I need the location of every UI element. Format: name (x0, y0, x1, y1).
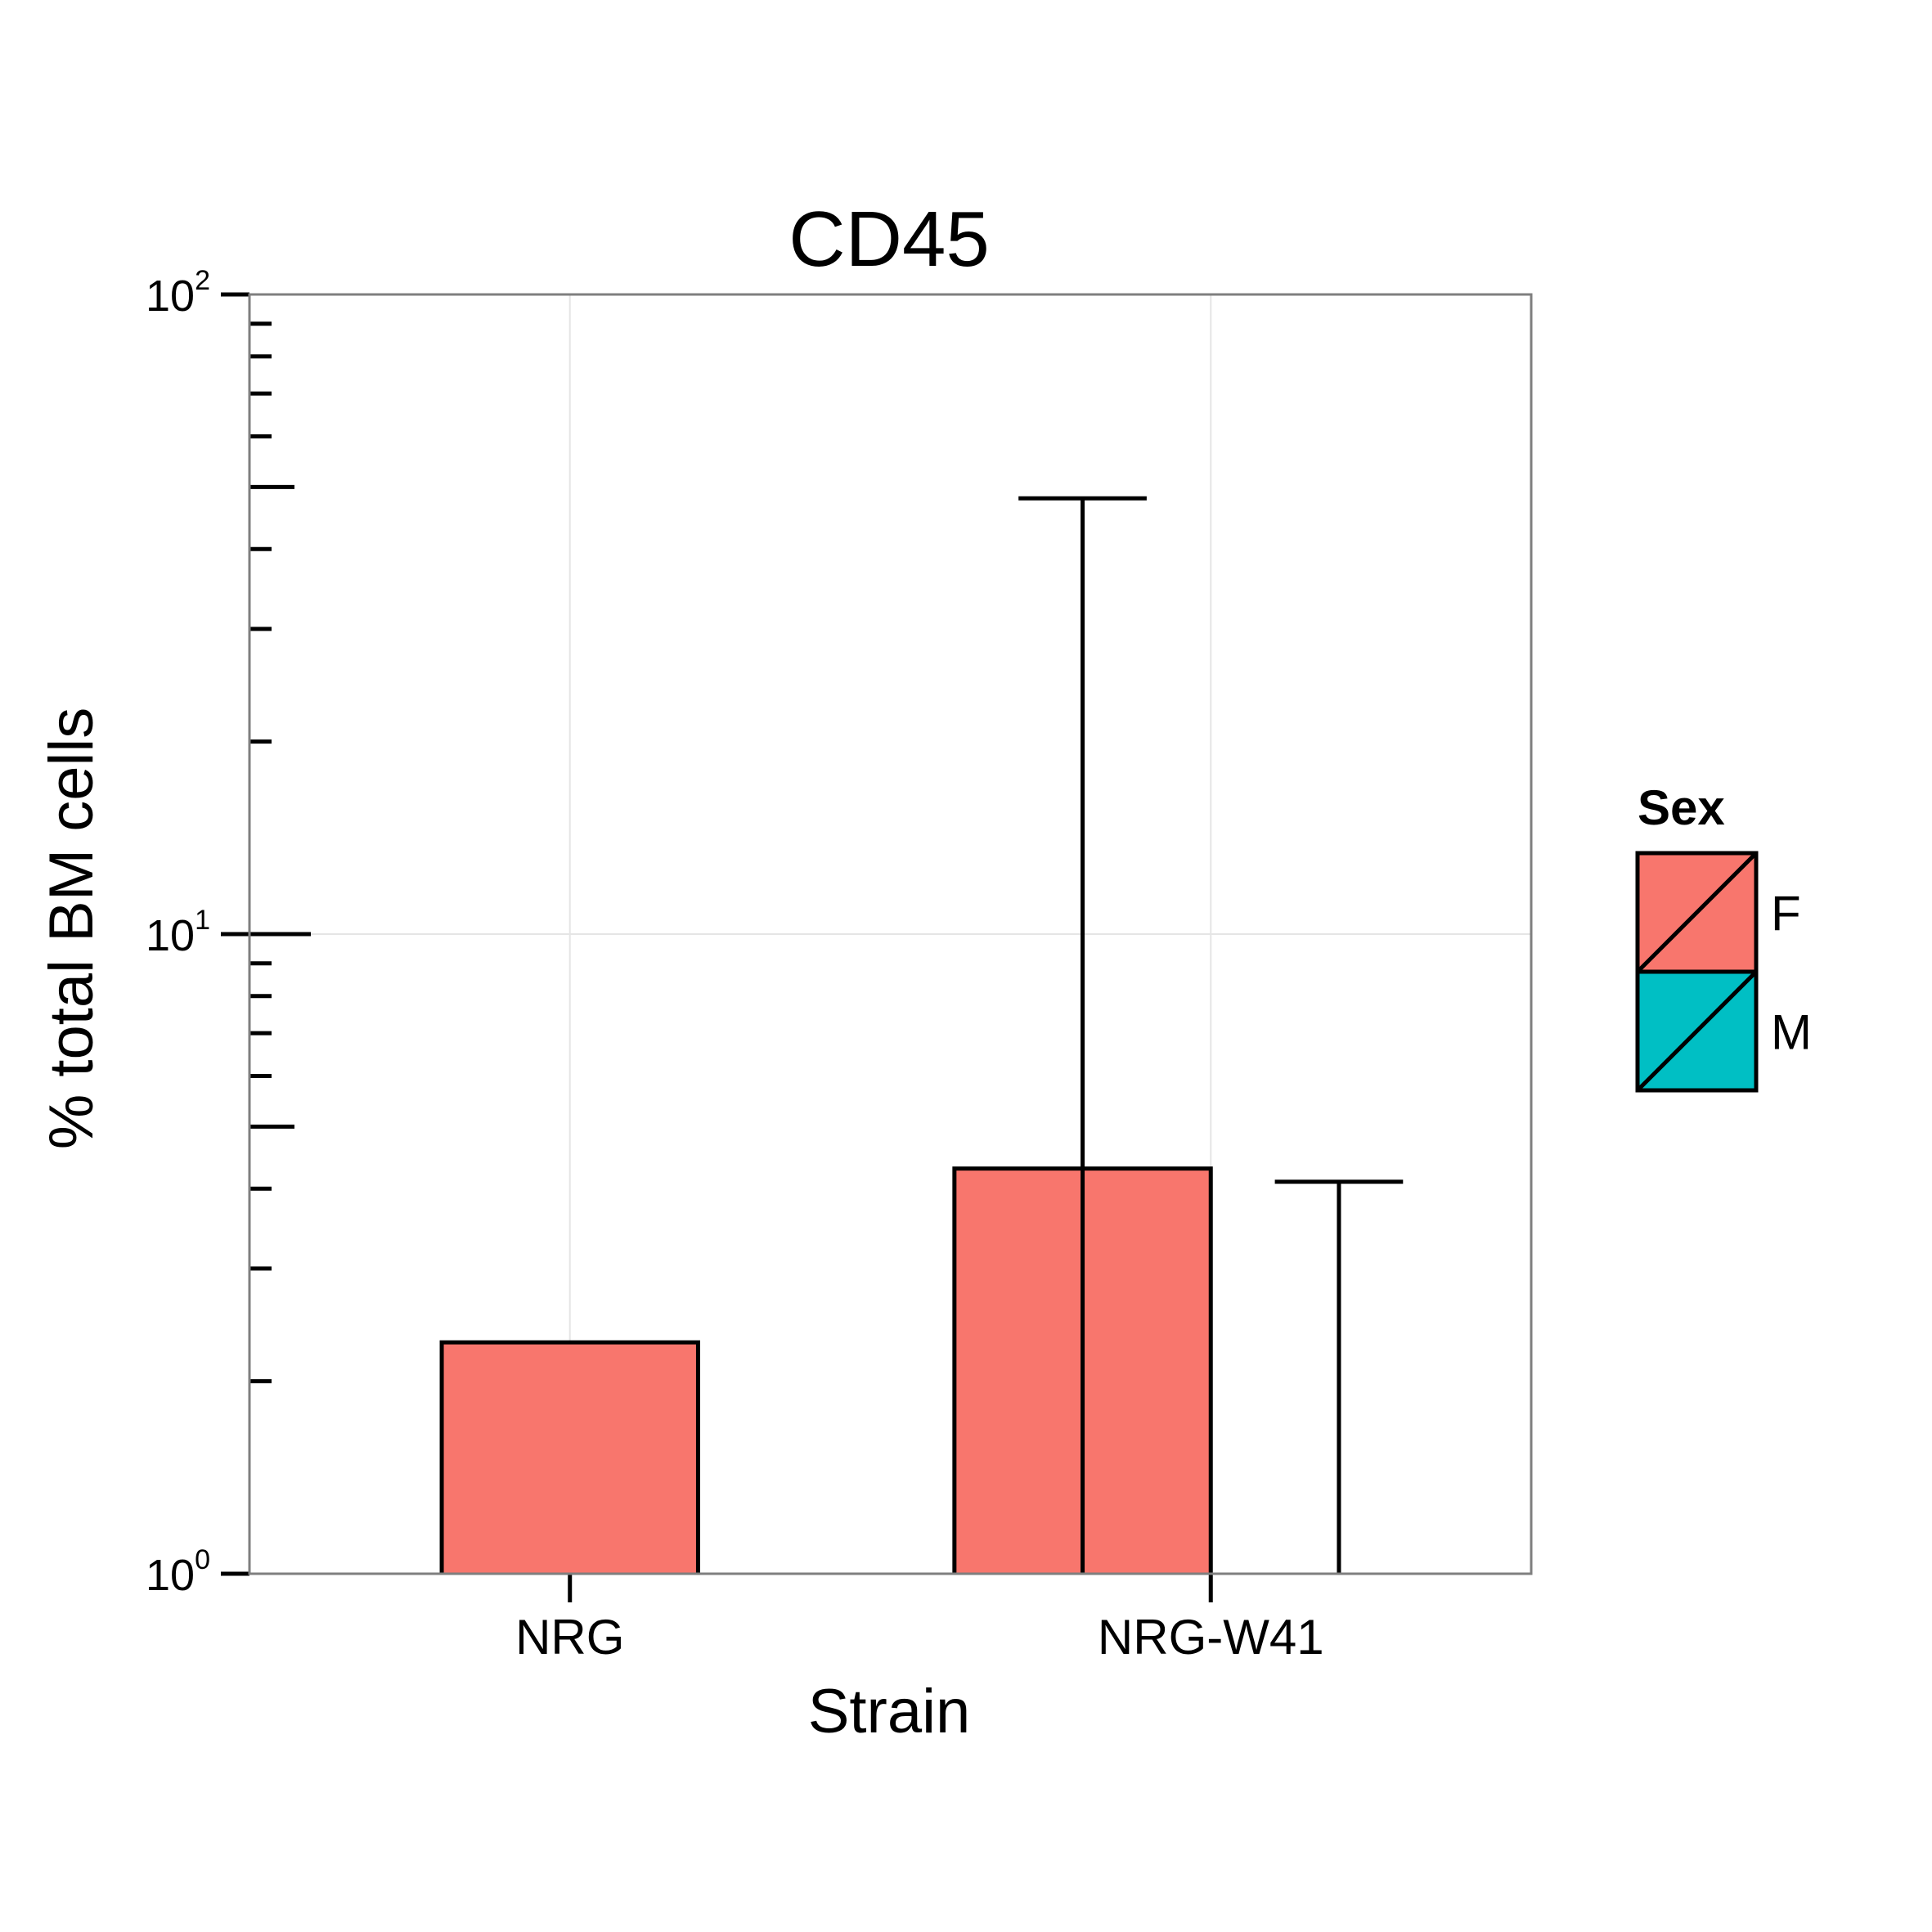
legend-key-diagonal (1636, 970, 1758, 1092)
error-bar-F-NRG-W41 (1018, 496, 1147, 1574)
y-axis: 100 101 102 (146, 265, 311, 1600)
error-bar-M-NRG-W41 (1274, 1179, 1404, 1574)
y-tick-label: 102 (146, 265, 210, 321)
x-tick-label: NRG (515, 1610, 624, 1665)
bar-F-NRG (439, 1340, 700, 1574)
x-axis-title: Strain (808, 1677, 971, 1746)
plot-border (248, 293, 1533, 1575)
legend: Sex F M (1635, 780, 1812, 1093)
legend-label-F: F (1771, 887, 1801, 941)
y-tick-label: 101 (146, 905, 210, 960)
y-tick-label: 100 (146, 1544, 210, 1600)
legend-key-diagonal (1636, 851, 1758, 973)
chart-title: CD45 (789, 195, 989, 283)
error-bars-group (1018, 496, 1404, 1574)
legend-title: Sex (1638, 780, 1725, 835)
x-axis: NRG NRG-W41 (515, 1574, 1324, 1665)
x-tick-label: NRG-W41 (1098, 1610, 1324, 1665)
y-axis-title: % total BM cells (37, 708, 106, 1150)
legend-label-M: M (1771, 1005, 1812, 1060)
